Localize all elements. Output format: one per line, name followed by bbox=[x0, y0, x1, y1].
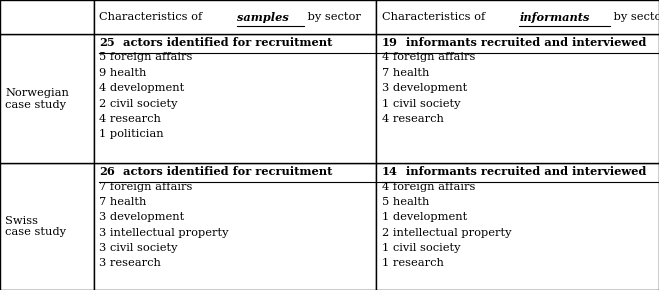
Text: 3 civil society: 3 civil society bbox=[99, 243, 177, 253]
Bar bbox=[94, 163, 376, 290]
Text: by sector: by sector bbox=[610, 12, 659, 22]
Text: 14: 14 bbox=[382, 166, 397, 177]
Text: Swiss
case study: Swiss case study bbox=[5, 216, 67, 238]
Text: 1 civil society: 1 civil society bbox=[382, 99, 460, 108]
Text: Characteristics of: Characteristics of bbox=[382, 12, 488, 22]
Text: 4 development: 4 development bbox=[99, 83, 184, 93]
Text: 1 development: 1 development bbox=[382, 212, 467, 222]
Text: informants recruited and interviewed: informants recruited and interviewed bbox=[402, 37, 646, 48]
Text: Characteristics of: Characteristics of bbox=[99, 12, 206, 22]
Bar bbox=[376, 163, 659, 290]
Bar bbox=[376, 0, 659, 34]
Text: 2 civil society: 2 civil society bbox=[99, 99, 177, 108]
Bar bbox=[376, 34, 659, 163]
Text: 3 intellectual property: 3 intellectual property bbox=[99, 228, 229, 238]
Text: actors identified for recruitment: actors identified for recruitment bbox=[119, 37, 332, 48]
Text: 25: 25 bbox=[99, 37, 115, 48]
Text: 2 intellectual property: 2 intellectual property bbox=[382, 228, 511, 238]
Bar bbox=[0, 163, 94, 290]
Text: Norwegian
case study: Norwegian case study bbox=[5, 88, 69, 110]
Text: 1 research: 1 research bbox=[382, 258, 444, 268]
Text: 9 health: 9 health bbox=[99, 68, 146, 78]
Text: 7 foreign affairs: 7 foreign affairs bbox=[99, 182, 192, 191]
Text: samples: samples bbox=[237, 12, 289, 23]
Text: 4 research: 4 research bbox=[382, 114, 444, 124]
Text: 3 development: 3 development bbox=[382, 83, 467, 93]
Text: actors identified for recruitment: actors identified for recruitment bbox=[119, 166, 333, 177]
Text: by sector: by sector bbox=[304, 12, 360, 22]
Text: 4 research: 4 research bbox=[99, 114, 161, 124]
Bar bbox=[94, 34, 376, 163]
Text: 3 development: 3 development bbox=[99, 212, 184, 222]
Text: 26: 26 bbox=[99, 166, 115, 177]
Text: 19: 19 bbox=[382, 37, 397, 48]
Bar bbox=[94, 0, 376, 34]
Text: 7 health: 7 health bbox=[382, 68, 429, 78]
Text: 1 politician: 1 politician bbox=[99, 129, 163, 139]
Text: 5 health: 5 health bbox=[382, 197, 429, 207]
Text: 4 foreign affairs: 4 foreign affairs bbox=[382, 52, 475, 62]
Bar bbox=[0, 34, 94, 163]
Text: 5 foreign affairs: 5 foreign affairs bbox=[99, 52, 192, 62]
Text: 7 health: 7 health bbox=[99, 197, 146, 207]
Text: 4 foreign affairs: 4 foreign affairs bbox=[382, 182, 475, 191]
Text: informants: informants bbox=[519, 12, 590, 23]
Text: 3 research: 3 research bbox=[99, 258, 161, 268]
Bar bbox=[0, 0, 94, 34]
Text: informants recruited and interviewed: informants recruited and interviewed bbox=[402, 166, 646, 177]
Text: 1 civil society: 1 civil society bbox=[382, 243, 460, 253]
